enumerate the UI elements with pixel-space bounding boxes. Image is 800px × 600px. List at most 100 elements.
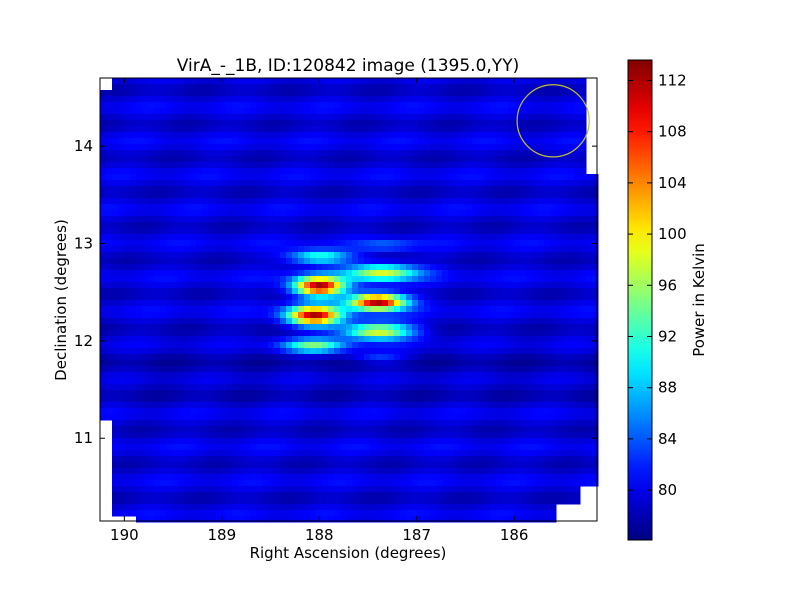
heatmap-cell xyxy=(562,138,569,145)
heatmap-cell xyxy=(142,156,149,163)
heatmap-cell xyxy=(298,144,305,151)
heatmap-cell xyxy=(340,132,347,139)
heatmap-cell xyxy=(250,150,257,157)
heatmap-cell xyxy=(538,90,545,97)
heatmap-cell xyxy=(508,402,515,409)
heatmap-cell xyxy=(316,222,323,229)
heatmap-cell xyxy=(184,426,191,433)
heatmap-cell xyxy=(142,306,149,313)
heatmap-cell xyxy=(502,318,509,325)
heatmap-cell xyxy=(310,186,317,193)
heatmap-cell xyxy=(460,432,467,439)
heatmap-cell xyxy=(364,318,371,325)
heatmap-cell xyxy=(202,144,209,151)
heatmap-cell xyxy=(382,414,389,421)
heatmap-cell xyxy=(256,366,263,373)
heatmap-cell xyxy=(280,174,287,181)
heatmap-cell xyxy=(274,264,281,271)
heatmap-cell xyxy=(262,282,269,289)
heatmap-cell xyxy=(100,342,107,349)
heatmap-cell xyxy=(550,306,557,313)
heatmap-cell xyxy=(532,204,539,211)
heatmap-cell xyxy=(322,372,329,379)
heatmap-cell xyxy=(268,258,275,265)
heatmap-cell xyxy=(358,156,365,163)
heatmap-cell xyxy=(196,174,203,181)
heatmap-cell xyxy=(292,234,299,241)
heatmap-cell xyxy=(442,396,449,403)
heatmap-cell xyxy=(172,204,179,211)
heatmap-cell xyxy=(454,162,461,169)
heatmap-cell xyxy=(466,414,473,421)
heatmap-cell xyxy=(478,126,485,133)
heatmap-cell xyxy=(352,324,359,331)
heatmap-cell xyxy=(424,408,431,415)
heatmap-cell xyxy=(502,234,509,241)
heatmap-cell xyxy=(454,306,461,313)
heatmap-cell xyxy=(340,348,347,355)
heatmap-cell xyxy=(100,270,107,277)
heatmap-cell xyxy=(154,126,161,133)
heatmap-cell xyxy=(130,282,137,289)
heatmap-cell xyxy=(250,186,257,193)
heatmap-cell xyxy=(226,102,233,109)
heatmap-cell xyxy=(274,174,281,181)
heatmap-cell xyxy=(310,138,317,145)
heatmap-cell xyxy=(178,294,185,301)
heatmap-cell xyxy=(514,420,521,427)
heatmap-cell xyxy=(490,228,497,235)
heatmap-cell xyxy=(502,282,509,289)
heatmap-cell xyxy=(412,276,419,283)
heatmap-cell xyxy=(112,390,119,397)
heatmap-cell xyxy=(592,222,599,229)
heatmap-cell xyxy=(538,294,545,301)
heatmap-cell xyxy=(442,186,449,193)
heatmap-cell xyxy=(346,102,353,109)
heatmap-cell xyxy=(586,420,593,427)
heatmap-cell xyxy=(556,318,563,325)
heatmap-cell xyxy=(556,156,563,163)
heatmap-cell xyxy=(232,390,239,397)
heatmap-cell xyxy=(412,384,419,391)
heatmap-cell xyxy=(562,312,569,319)
heatmap-cell xyxy=(574,300,581,307)
heatmap-cell xyxy=(118,264,125,271)
heatmap-cell xyxy=(568,156,575,163)
heatmap-cell xyxy=(136,144,143,151)
heatmap-cell xyxy=(172,210,179,217)
heatmap-cell xyxy=(418,114,425,121)
heatmap-cell xyxy=(220,96,227,103)
heatmap-cell xyxy=(358,252,365,259)
heatmap-cell xyxy=(496,426,503,433)
heatmap-cell xyxy=(286,234,293,241)
heatmap-cell xyxy=(298,294,305,301)
heatmap-cell xyxy=(544,372,551,379)
heatmap-cell xyxy=(538,192,545,199)
heatmap-cell xyxy=(124,384,131,391)
heatmap-cell xyxy=(262,420,269,427)
heatmap-cell xyxy=(238,216,245,223)
heatmap-cell xyxy=(358,258,365,265)
heatmap-cell xyxy=(310,306,317,313)
heatmap-cell xyxy=(394,186,401,193)
heatmap-cell xyxy=(268,330,275,337)
heatmap-cell xyxy=(190,168,197,175)
heatmap-cell xyxy=(592,174,599,181)
heatmap-cell xyxy=(514,378,521,385)
heatmap-cell xyxy=(160,180,167,187)
heatmap-cell xyxy=(142,402,149,409)
heatmap-cell xyxy=(256,234,263,241)
heatmap-cell xyxy=(388,336,395,343)
heatmap-cell xyxy=(514,408,521,415)
heatmap-cell xyxy=(226,264,233,271)
heatmap-cell xyxy=(142,270,149,277)
heatmap-cell xyxy=(400,186,407,193)
heatmap-cell xyxy=(316,348,323,355)
heatmap-cell xyxy=(202,96,209,103)
heatmap-cell xyxy=(538,378,545,385)
heatmap-cell xyxy=(400,258,407,265)
heatmap-cell xyxy=(352,336,359,343)
heatmap-cell xyxy=(556,258,563,265)
heatmap-cell xyxy=(214,366,221,373)
heatmap-cell xyxy=(496,282,503,289)
